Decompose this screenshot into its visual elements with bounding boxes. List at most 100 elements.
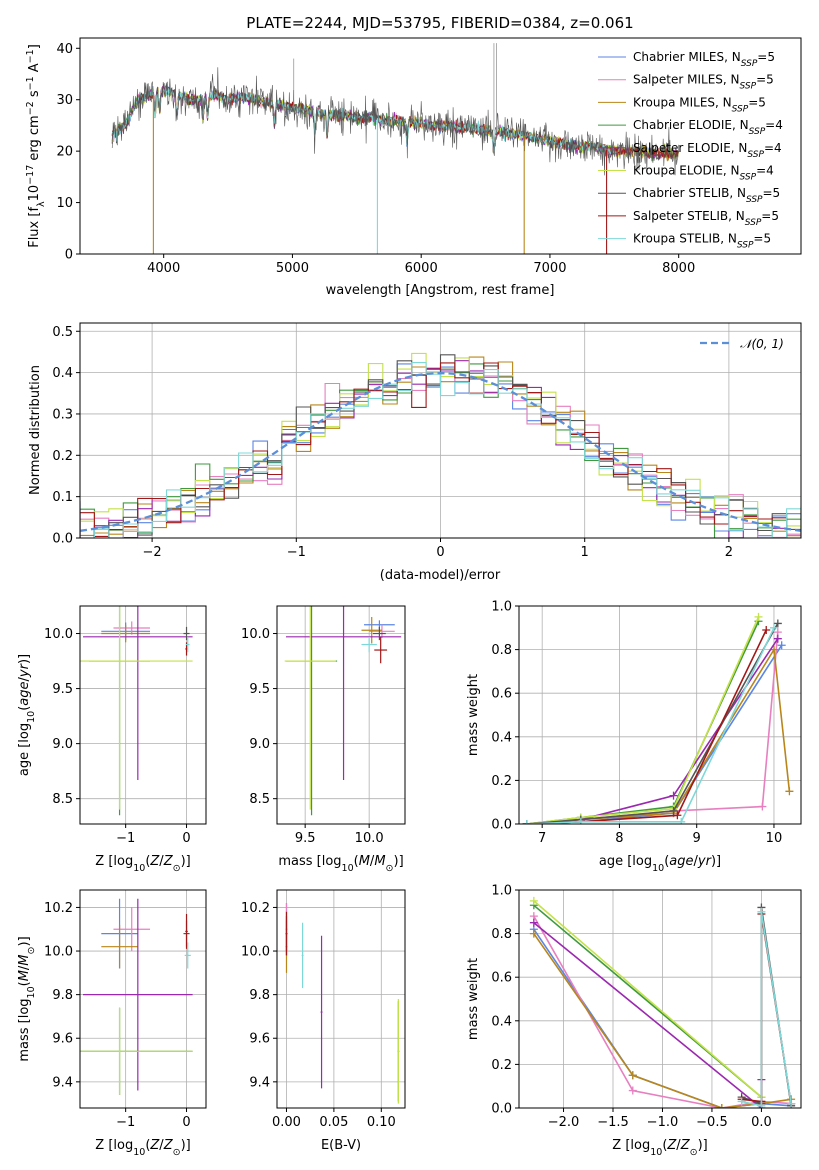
x-tick-label: −0.5 [696, 1115, 728, 1130]
y-tick-label: 10.0 [44, 627, 73, 642]
label-part: / [370, 854, 375, 869]
series-marker [673, 811, 682, 820]
label-part: / [676, 1138, 681, 1153]
x-axis-label: Z [log10(Z/Z⊙)] [95, 854, 190, 874]
legend-label-part: Chabrier STELIB, N [633, 186, 746, 200]
y-tick-label: 0.1 [52, 490, 73, 505]
label-part: / [159, 854, 164, 869]
y-tick-label: 0.4 [52, 366, 73, 381]
label-part: mass [log [278, 854, 341, 869]
y-axis-label: Normed distribution [28, 365, 43, 495]
label-part: ( [17, 981, 32, 986]
label-part: M [359, 854, 370, 869]
label-part: age [log [599, 854, 652, 869]
massweight-vs-Z-panel: −2.0 −1.5 −1.0 −0.5 0.0 0.0 0.2 0.4 0.6 0.8 1.0 Z [… [466, 884, 802, 1158]
label-part: ⊙ [386, 863, 394, 874]
axes-frame [79, 322, 802, 539]
x-axis-label: mass [log10(M/M⊙)] [278, 854, 403, 874]
legend-label-part: SSP [740, 82, 757, 92]
series-line [526, 644, 783, 824]
legend-label-part: SSP [746, 195, 763, 205]
label-part: )] [17, 654, 32, 664]
series-marker [628, 1071, 637, 1080]
label-part: λ [36, 201, 47, 207]
x-tick-label: 0.0 [751, 1115, 772, 1130]
legend-label: Chabrier MILES, NSSP=5 [633, 50, 775, 69]
legend-label: Chabrier STELIB, NSSP=5 [633, 186, 780, 205]
label-part: s [27, 90, 42, 101]
label-part: E(B-V) [321, 1138, 361, 1153]
legend-label-part: Kroupa MILES, N [633, 95, 732, 109]
y-tick-label: 0.4 [491, 730, 512, 745]
legend-label-part: Chabrier ELODIE, N [633, 118, 749, 132]
legend-label-part: =4 [764, 141, 782, 155]
series-marker [757, 1101, 766, 1108]
axes-frame [276, 889, 406, 1109]
series-marker [773, 634, 782, 643]
x-tick-label: 0 [182, 831, 190, 846]
legend-label: Kroupa MILES, NSSP=5 [633, 95, 766, 114]
label-part: ( [17, 706, 32, 711]
x-tick-label: 10.0 [355, 831, 384, 846]
label-part: ⊙ [173, 1147, 181, 1158]
label-part: )] [181, 1138, 191, 1153]
label-part: −2 [25, 101, 36, 115]
spectrum-panel: 4000 5000 6000 7000 8000 0 10 20 30 40 Chabrier MI… [25, 37, 802, 298]
label-part: age [669, 854, 693, 869]
x-tick-label: 7000 [533, 261, 566, 276]
label-part: Z [149, 1138, 160, 1153]
series-line [526, 620, 760, 824]
histogram-step [80, 362, 801, 538]
x-tick-label: 1 [581, 545, 589, 560]
series-line [526, 627, 775, 824]
x-tick-label: −1.0 [647, 1115, 679, 1130]
y-tick-label: 9.8 [52, 988, 73, 1003]
label-part: ⊙ [173, 863, 181, 874]
legend-label-part: SSP [732, 104, 749, 114]
legend-label-part: =5 [757, 50, 775, 64]
spectrum-line [111, 67, 679, 176]
label-part: Z [666, 1138, 677, 1153]
figure-title: PLATE=2244, MJD=53795, FIBERID=0384, z=0… [246, 14, 633, 32]
normal-curve [80, 371, 801, 532]
y-axis-label: age [log10(age/yr)] [17, 654, 37, 776]
x-tick-label: 5000 [276, 261, 309, 276]
legend-label-part: Salpeter ELODIE, N [633, 141, 747, 155]
label-part: Z [149, 854, 160, 869]
y-tick-label: 0.6 [491, 687, 512, 702]
label-part: 10 [26, 986, 37, 998]
label-part: −1 [25, 76, 36, 90]
label-part: / [17, 965, 32, 970]
label-part: A [27, 63, 42, 76]
x-axis-label: E(B-V) [321, 1138, 361, 1153]
y-tick-label: 9.4 [52, 1075, 73, 1090]
series-line [533, 933, 792, 1108]
y-tick-label: 10.0 [44, 945, 73, 960]
y-tick-label: 10.2 [44, 901, 73, 916]
x-tick-label: 0 [182, 1115, 190, 1130]
series-line [741, 911, 792, 1107]
label-part: Z [163, 854, 174, 869]
x-tick-label: −1 [287, 545, 306, 560]
axes-frame [518, 889, 802, 1109]
series-line [533, 928, 792, 1108]
axes-frame [79, 889, 207, 1109]
label-part: mass weight [466, 674, 481, 756]
series-marker [754, 612, 763, 621]
label-part: Z [680, 1138, 691, 1153]
series-marker [737, 1097, 746, 1106]
mass-vs-Z-panel: −1 09.49.69.810.010.2Z [log10(Z/Z⊙)]mass … [17, 889, 207, 1158]
axes-frame [276, 605, 406, 825]
label-part: ⊙ [26, 946, 37, 954]
label-part: 10 [26, 711, 37, 723]
label-part: −1 [25, 49, 36, 63]
x-tick-label: 9 [693, 831, 701, 846]
y-tick-label: 8.5 [249, 792, 270, 807]
y-tick-label: 8.5 [52, 792, 73, 807]
legend-label: Salpeter MILES, NSSP=5 [633, 73, 774, 92]
series-line [533, 900, 762, 1098]
legend-label: Kroupa STELIB, NSSP=5 [633, 232, 771, 251]
y-tick-label: 9.0 [249, 737, 270, 752]
